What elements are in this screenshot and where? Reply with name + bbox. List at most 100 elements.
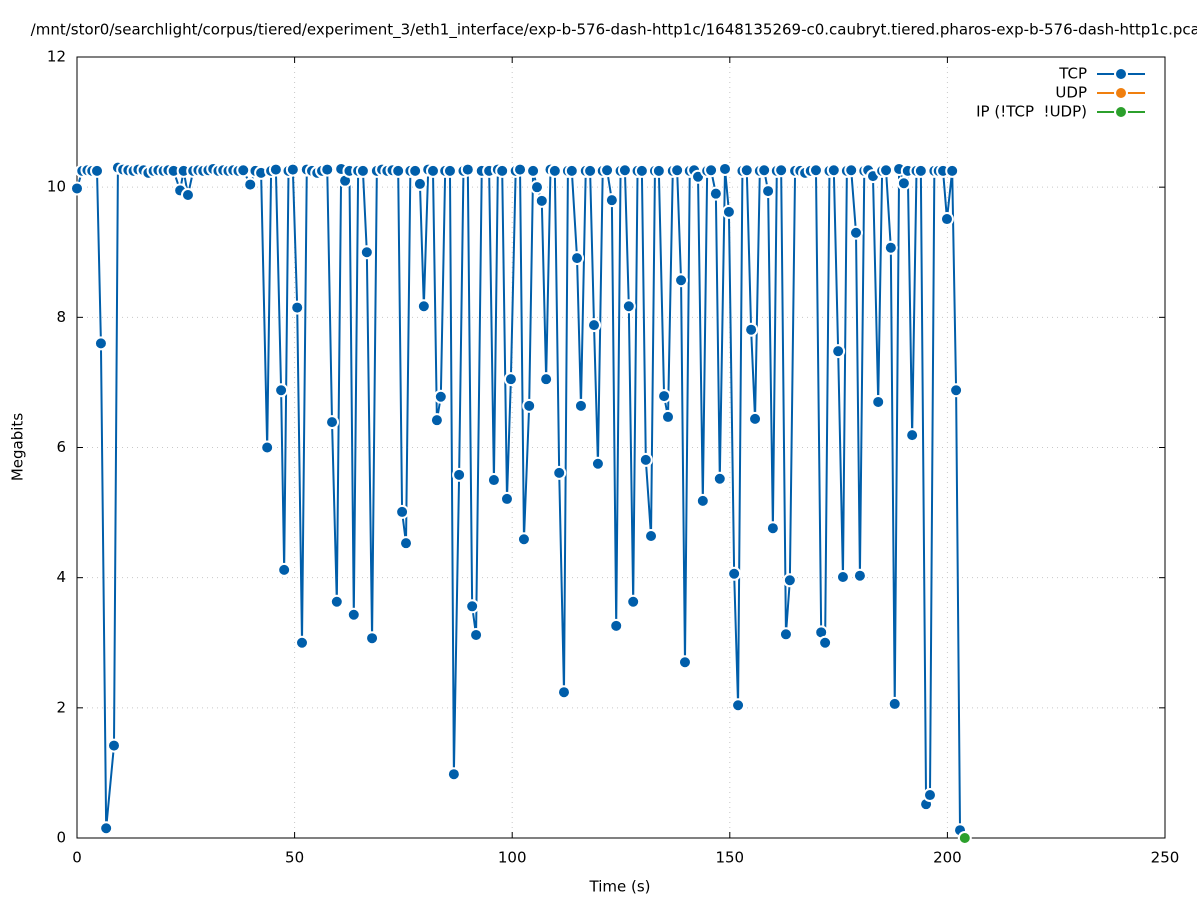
data-point (539, 372, 554, 387)
data-point (922, 788, 937, 803)
chart-title: /mnt/stor0/searchlight/corpus/tiered/exp… (31, 21, 1197, 40)
data-point (522, 398, 537, 413)
data-point (621, 299, 636, 314)
data-point (290, 300, 305, 315)
data-point (721, 204, 736, 219)
x-tick-label: 100 (498, 849, 527, 867)
data-point (106, 738, 121, 753)
data-point (277, 562, 292, 577)
data-point (452, 467, 467, 482)
data-point (677, 655, 692, 670)
data-point (905, 428, 920, 443)
data-point (425, 163, 440, 178)
x-tick-label: 0 (72, 849, 82, 867)
data-point (465, 599, 480, 614)
y-tick-label: 12 (47, 48, 66, 66)
data-point (887, 696, 902, 711)
data-point (433, 389, 448, 404)
data-point (661, 409, 676, 424)
data-point (835, 570, 850, 585)
data-point (583, 163, 598, 178)
data-point (552, 465, 567, 480)
legend-marker (1114, 105, 1128, 119)
x-axis-label: Time (s) (589, 878, 651, 896)
legend-label: TCP (1058, 65, 1087, 83)
legend-marker (1114, 86, 1128, 100)
data-point (826, 163, 841, 178)
data-point (180, 187, 195, 202)
y-tick-label: 0 (56, 829, 66, 847)
data-point (774, 163, 789, 178)
data-point (638, 452, 653, 467)
data-point (712, 471, 727, 486)
data-point (626, 594, 641, 609)
data-point (939, 212, 954, 227)
data-point (883, 240, 898, 255)
data-point (765, 521, 780, 536)
y-tick-label: 4 (56, 568, 66, 586)
data-point (849, 225, 864, 240)
data-point (587, 318, 602, 333)
data-point (556, 685, 571, 700)
data-point (896, 176, 911, 191)
data-point (718, 161, 733, 176)
data-point (570, 251, 585, 266)
data-point (761, 184, 776, 199)
x-tick-label: 150 (715, 849, 744, 867)
data-point (285, 162, 300, 177)
data-point (442, 163, 457, 178)
data-point (852, 568, 867, 583)
data-point (634, 163, 649, 178)
data-point (604, 193, 619, 208)
data-point (325, 415, 340, 430)
data-point (446, 767, 461, 782)
data-point (90, 163, 105, 178)
plot-border (76, 56, 1166, 839)
data-point (429, 413, 444, 428)
data-point (704, 163, 719, 178)
data-point (526, 163, 541, 178)
data-point (757, 163, 772, 178)
data-point (99, 821, 114, 836)
data-point (486, 473, 501, 488)
data-point (513, 162, 528, 177)
legend-label: UDP (1055, 84, 1087, 102)
data-point (782, 573, 797, 588)
y-tick-label: 2 (56, 698, 66, 716)
data-point (808, 163, 823, 178)
data-point (399, 536, 414, 551)
data-point (395, 504, 410, 519)
x-tick-label: 200 (933, 849, 962, 867)
data-point (674, 273, 689, 288)
data-point (93, 336, 108, 351)
y-tick-label: 8 (56, 308, 66, 326)
data-point (355, 163, 370, 178)
data-point (391, 163, 406, 178)
data-point (617, 163, 632, 178)
data-point (708, 186, 723, 201)
data-point (274, 383, 289, 398)
data-point (260, 440, 275, 455)
data-point (408, 163, 423, 178)
data-point (670, 163, 685, 178)
data-point (268, 162, 283, 177)
data-point (70, 181, 84, 196)
data-point (530, 180, 545, 195)
x-tick-label: 50 (285, 849, 304, 867)
y-axis-label: Megabits (9, 413, 27, 481)
data-point (945, 163, 960, 178)
data-point (778, 627, 793, 642)
y-tick-label: 10 (47, 178, 66, 196)
data-point (818, 635, 833, 650)
data-point (416, 299, 431, 314)
x-tick-label: 250 (1151, 849, 1180, 867)
data-point (329, 594, 344, 609)
data-point (949, 383, 964, 398)
data-point (243, 177, 258, 192)
data-point (547, 163, 562, 178)
data-point (469, 627, 484, 642)
data-point (831, 344, 846, 359)
data-point (695, 493, 710, 508)
legend-label: IP (!TCP !UDP) (976, 103, 1087, 121)
legend-marker (1114, 67, 1128, 81)
